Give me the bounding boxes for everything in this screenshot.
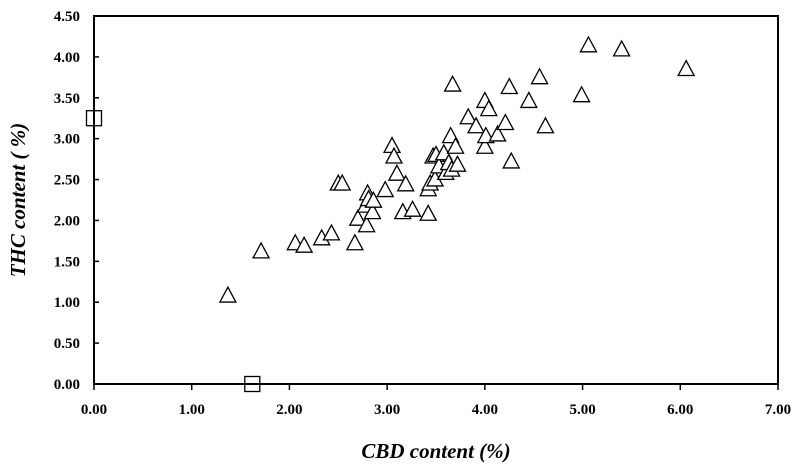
y-tick-label: 0.00	[54, 377, 80, 393]
triangle-point	[218, 285, 237, 303]
triangle-point	[322, 223, 341, 241]
triangle-point	[294, 235, 314, 253]
triangle-point	[475, 136, 494, 154]
triangle-point	[530, 67, 549, 85]
y-axis-title: THC content ( %)	[6, 123, 30, 278]
triangle-point	[500, 77, 519, 95]
x-axis-title: CBD content (%)	[361, 439, 510, 463]
y-tick-label: 1.00	[54, 295, 80, 311]
triangle-point	[446, 136, 465, 154]
y-tick-label: 2.50	[54, 173, 80, 189]
plot-area-frame	[93, 15, 779, 385]
triangle-point	[448, 154, 467, 172]
triangle-point	[488, 124, 507, 142]
data-points	[85, 35, 696, 393]
y-tick-label: 2.00	[54, 213, 80, 229]
x-tick-label: 1.00	[179, 402, 205, 418]
triangle-point	[502, 151, 521, 169]
triangle-point	[579, 35, 598, 53]
triangle-point	[677, 59, 696, 77]
x-axis-ticks: 0.00 1.00 2.00 3.00 4.00 5.00 6.00 7.00	[81, 384, 791, 418]
triangle-point	[612, 39, 631, 57]
triangle-point	[387, 163, 407, 181]
triangle-point	[252, 241, 271, 259]
x-tick-label: 5.00	[569, 402, 595, 418]
triangle-point	[479, 99, 498, 117]
triangle-point	[345, 233, 364, 251]
y-tick-label: 3.50	[54, 91, 80, 107]
triangle-point	[363, 202, 382, 220]
triangle-point	[459, 107, 478, 125]
triangle-point	[376, 180, 395, 198]
triangle-point	[476, 126, 495, 144]
triangle-point	[403, 199, 422, 217]
triangle-point	[443, 74, 462, 92]
triangle-point	[536, 116, 555, 134]
triangle-point	[396, 174, 415, 192]
x-tick-label: 4.00	[472, 402, 498, 418]
triangle-point	[333, 173, 352, 191]
y-tick-label: 0.50	[54, 336, 80, 352]
triangle-point	[364, 190, 383, 208]
x-tick-label: 7.00	[765, 402, 791, 418]
triangle-point	[357, 215, 376, 233]
y-tick-label: 4.50	[54, 9, 80, 25]
triangle-point	[384, 146, 404, 164]
x-tick-label: 0.00	[81, 402, 107, 418]
triangle-point	[519, 91, 538, 109]
x-tick-label: 3.00	[374, 402, 400, 418]
y-tick-label: 1.50	[54, 254, 80, 270]
triangle-point	[466, 116, 486, 134]
triangle-point	[348, 208, 367, 226]
triangle-point	[496, 113, 515, 131]
triangle-point	[419, 204, 438, 221]
y-tick-label: 4.00	[54, 50, 80, 66]
x-tick-label: 6.00	[667, 402, 693, 418]
triangle-point	[572, 85, 591, 103]
y-axis-ticks: 0.00 0.50 1.00 1.50 2.00 2.50 3.00 3.50 4.00 4.50	[54, 9, 99, 393]
x-tick-label: 2.00	[276, 402, 302, 418]
triangle-point	[382, 136, 402, 154]
y-tick-label: 3.00	[54, 132, 80, 148]
